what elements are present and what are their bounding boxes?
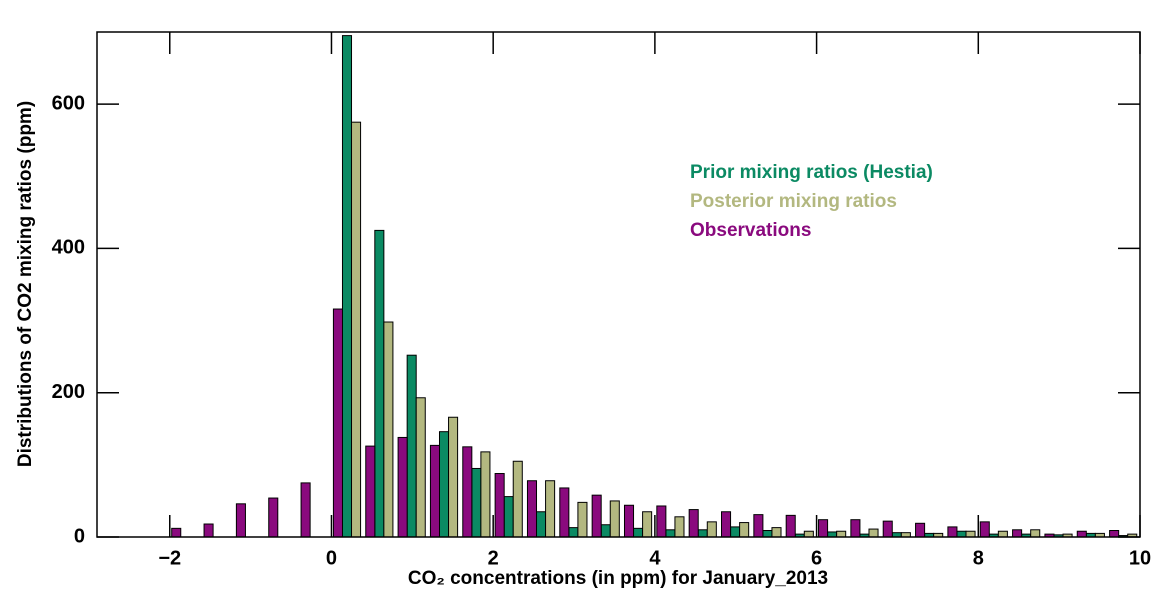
y-tick-label: 400 [52,237,85,259]
bar [341,35,353,538]
x-tick-label: −2 [158,547,181,569]
bar [494,473,505,538]
bar [721,511,732,538]
bar [332,308,343,538]
bar [827,531,838,538]
bar [365,445,376,538]
bar [965,530,976,538]
bar [656,505,667,538]
bar [600,524,611,538]
bar [688,509,699,538]
bar [609,500,620,538]
bar [300,482,311,538]
bar [503,496,514,538]
bar [836,530,847,538]
bar [803,530,814,538]
x-tick-label: 4 [649,547,661,569]
bar [429,444,440,538]
bar [739,522,750,538]
y-axis-title: Distributions of CO2 mixing ratios (ppm) [15,101,36,467]
x-tick-label: 10 [1129,547,1151,569]
bar [203,523,214,538]
bar [706,521,717,538]
bar [591,494,602,538]
bar [383,321,394,538]
bar [438,431,450,538]
bar [674,516,685,538]
bar [665,529,676,538]
bar [1030,529,1041,538]
bar [374,229,385,538]
legend-entry: Prior mixing ratios (Hestia) [690,162,933,183]
bar [235,503,246,538]
bar [171,527,182,538]
y-tick-label: 0 [74,525,85,547]
bar [480,451,491,538]
x-tick-label: 0 [326,547,337,569]
bar [623,504,635,538]
bar [633,527,644,538]
bar [268,497,279,538]
bar [642,511,653,538]
bar [462,446,473,538]
legend-entry: Observations [690,220,811,241]
legend-entry: Posterior mixing ratios [690,191,897,212]
bar [785,514,796,538]
bar [545,480,556,538]
x-axis-title: CO₂ concentrations (in ppm) for January_… [408,568,828,589]
bar [471,467,482,538]
bar [526,480,538,538]
bar [947,526,958,538]
y-tick-label: 600 [52,92,85,114]
bar [559,487,570,538]
bar [956,530,967,538]
bar [697,529,708,538]
bar [1109,530,1120,538]
bar [850,519,861,538]
bar [1076,530,1087,538]
bar [997,530,1008,538]
bar [448,416,459,538]
bar [771,527,782,538]
bar [577,501,588,538]
x-tick-label: 8 [973,547,984,569]
bar [406,354,417,538]
bar [979,521,990,538]
bar [882,520,893,538]
x-tick-label: 6 [811,547,822,569]
bar [730,526,741,538]
bar [753,514,764,538]
plot-frame [96,31,1141,538]
bar [512,460,523,538]
bar [762,530,773,538]
bar [868,528,879,538]
x-tick-label: 2 [488,547,499,569]
bar [536,511,547,538]
bar [397,436,408,538]
bar [1012,529,1023,538]
bar [915,522,926,538]
bar [818,519,829,538]
bar [568,527,579,538]
y-tick-label: 200 [52,381,85,403]
bar [351,121,362,538]
bar [415,397,426,538]
